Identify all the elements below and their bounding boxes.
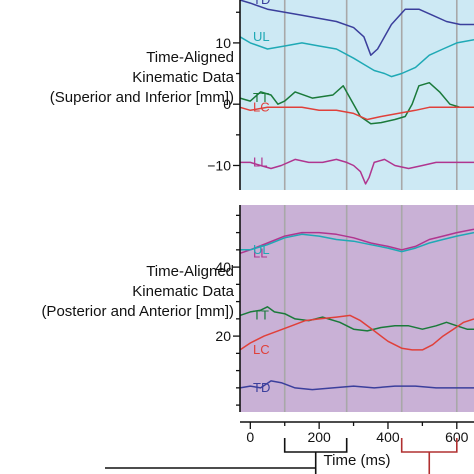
x-tick-label: 200 — [307, 429, 331, 445]
x-tick-label: 600 — [445, 429, 469, 445]
x-tick-label: 0 — [246, 429, 254, 445]
top-y-tick-label: −10 — [207, 157, 231, 173]
bottom-series-ul-line — [240, 231, 474, 253]
top-title-line-1: Time-Aligned — [146, 49, 234, 66]
bottom-title-line-3: (Posterior and Anterior [mm]) — [41, 303, 234, 320]
bottom-series-lc-label: LC — [253, 342, 270, 357]
bottom-series-ll-label: LL — [253, 245, 267, 260]
top-series-lc-line — [239, 106, 474, 121]
top-series-ll-line — [240, 158, 474, 185]
top-title-line-3: (Superior and Inferior [mm]) — [49, 89, 234, 106]
bottom-series-tt-label: TT — [253, 307, 269, 322]
bottom-title-line-2: Kinematic Data — [132, 283, 234, 300]
x-axis-label: Time (ms) — [324, 452, 391, 469]
top-series-ll-label: LL — [253, 154, 267, 169]
bottom-y-tick-label: 20 — [215, 328, 231, 344]
x-tick-label: 400 — [376, 429, 400, 445]
top-series-td-line — [239, 0, 474, 56]
bottom-series-td-label: TD — [253, 380, 270, 395]
bottom-series-tt-line — [239, 306, 474, 332]
top-series-ul-line — [239, 36, 474, 78]
bottom-series-ul-label: UL — [253, 242, 270, 257]
top-panel-title: Time-Aligned Kinematic Data (Superior an… — [50, 48, 234, 108]
top-series-tt-label: TT — [253, 90, 269, 105]
bottom-panel-title: Time-Aligned Kinematic Data (Posterior a… — [41, 262, 234, 322]
bottom-series-ll-line — [239, 228, 474, 255]
top-y-tick-label: 10 — [215, 35, 231, 51]
bottom-series-td-line — [239, 380, 474, 391]
bottom-series-lc-line — [239, 314, 474, 351]
top-series-td-label: TD — [253, 0, 270, 7]
top-series-lc-label: LC — [253, 99, 270, 114]
top-panel-background — [240, 0, 474, 190]
top-title-line-2: Kinematic Data — [132, 69, 234, 86]
bottom-title-line-1: Time-Aligned — [146, 263, 234, 280]
top-series-ul-label: UL — [253, 29, 270, 44]
bottom-y-tick-label: 40 — [215, 259, 231, 275]
top-y-tick-label: 0 — [223, 96, 231, 112]
